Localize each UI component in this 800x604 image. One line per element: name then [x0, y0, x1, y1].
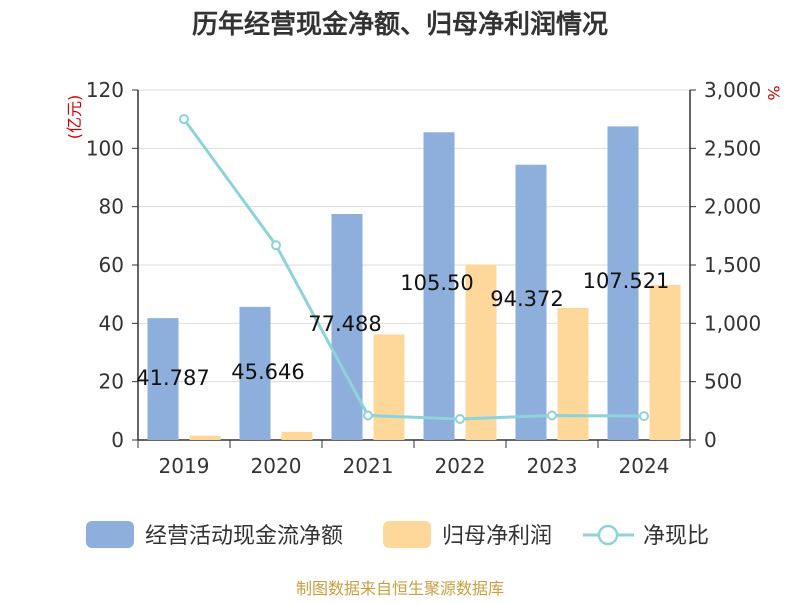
line-point: [639, 411, 649, 422]
bar-net-profit: [649, 284, 681, 440]
y-right-tick-label: 1,000: [704, 311, 761, 335]
y-left-unit: (亿元): [65, 95, 84, 140]
y-right-tick-label: 500: [704, 370, 742, 394]
legend-label-net-cash-ratio: 净现比: [643, 524, 709, 549]
y-left-tick-label: 20: [99, 370, 124, 394]
y-left-tick-label: 100: [86, 136, 124, 160]
y-right-tick-label: 3,000: [704, 78, 761, 102]
legend-marker-net-cash-ratio: [597, 524, 619, 546]
y-right-tick-label: 2,500: [704, 136, 761, 160]
data-label: 41.787: [136, 366, 209, 390]
bar-net-profit: [281, 431, 313, 440]
bar-net-profit: [189, 435, 221, 440]
data-label: 77.488: [308, 312, 381, 336]
y-left-tick-label: 0: [111, 428, 124, 452]
y-right-tick-label: 2,000: [704, 195, 761, 219]
chart-title: 历年经营现金净额、归母净利润情况: [192, 9, 608, 40]
x-tick-label: 2021: [343, 454, 394, 478]
line-point: [455, 414, 465, 424]
bar-cash-flow: [331, 213, 363, 440]
bar-cash-flow: [423, 132, 455, 440]
data-label: 45.646: [231, 360, 304, 384]
line-point: [179, 114, 189, 125]
x-tick-label: 2020: [251, 454, 302, 478]
data-label: 94.372: [490, 287, 563, 311]
bar-cash-flow: [515, 164, 547, 440]
y-left-tick-label: 40: [99, 311, 124, 335]
legend-label-net-profit: 归母净利润: [442, 524, 552, 549]
source-note: 制图数据来自恒生聚源数据库: [296, 579, 504, 598]
y-left-tick-label: 60: [99, 253, 124, 277]
bar-cash-flow: [147, 318, 179, 440]
line-point: [271, 240, 281, 251]
data-label: 107.521: [583, 269, 670, 293]
x-tick-label: 2023: [527, 454, 578, 478]
line-point: [547, 410, 557, 421]
y-right-tick-label: 0: [704, 428, 717, 452]
legend-swatch-net-profit: [383, 521, 431, 548]
x-tick-label: 2022: [435, 454, 486, 478]
line-point: [363, 410, 373, 421]
bar-net-profit: [373, 334, 405, 440]
y-right-unit: %: [764, 85, 783, 100]
x-tick-label: 2024: [619, 454, 670, 478]
bar-cash-flow: [607, 126, 639, 440]
legend-swatch-cash-flow: [86, 521, 134, 548]
y-left-tick-label: 80: [99, 195, 124, 219]
legend-label-cash-flow: 经营活动现金流净额: [145, 524, 343, 549]
y-right-tick-label: 1,500: [704, 253, 761, 277]
y-left-tick-label: 120: [86, 78, 124, 102]
x-tick-label: 2019: [159, 454, 210, 478]
line-net-cash-ratio: [182, 118, 645, 421]
data-label: 105.50: [400, 271, 473, 295]
bar-net-profit: [557, 307, 589, 440]
bar-cash-flow: [239, 306, 271, 440]
bar-net-profit: [465, 264, 497, 440]
